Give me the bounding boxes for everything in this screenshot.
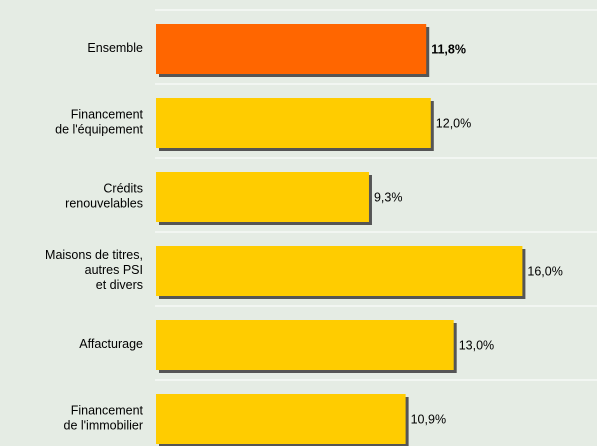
category-line: de l'équipement <box>55 123 143 137</box>
category-line: et divers <box>96 278 143 292</box>
category-line: Affacturage <box>79 337 143 351</box>
category-line: Ensemble <box>87 41 143 55</box>
category-line: Maisons de titres, <box>45 248 143 262</box>
value-label: 13,0% <box>459 338 494 352</box>
value-label: 10,9% <box>411 412 446 426</box>
category-line: autres PSI <box>85 263 143 277</box>
category-label: Financement de l'équipement <box>55 108 143 137</box>
category-line: Financement <box>71 108 144 122</box>
category-line: Crédits <box>103 182 143 196</box>
bar <box>156 172 369 222</box>
bar <box>156 320 454 370</box>
value-label: 9,3% <box>374 190 403 204</box>
category-label: Affacturage <box>79 337 143 351</box>
category-label: Ensemble <box>87 41 143 55</box>
bar <box>156 24 427 74</box>
bar <box>156 246 523 296</box>
category-label: Crédits renouvelables <box>65 182 143 211</box>
bar <box>156 394 406 444</box>
bar <box>156 98 431 148</box>
category-label: Maisons de titres, autres PSI et divers <box>45 248 143 292</box>
category-line: renouvelables <box>65 197 143 211</box>
category-label: Financement de l'immobilier <box>64 404 144 433</box>
category-line: de l'immobilier <box>64 419 144 433</box>
value-label: 11,8% <box>431 42 466 56</box>
value-label: 16,0% <box>527 264 562 278</box>
value-label: 12,0% <box>436 116 471 130</box>
category-line: Financement <box>71 404 144 418</box>
